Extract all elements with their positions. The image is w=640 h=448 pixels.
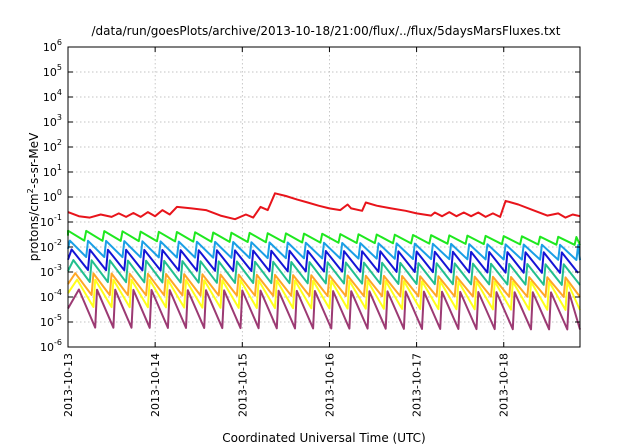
y-tick-base: 10 (43, 191, 57, 204)
y-tick-label: 101 (43, 163, 62, 179)
y-tick-exp: -6 (54, 338, 62, 347)
y-tick-label: 100 (43, 188, 62, 204)
x-tick-label: 2013-10-16 (323, 353, 336, 417)
y-tick-exp: -3 (54, 263, 62, 272)
y-tick-base: 10 (43, 166, 57, 179)
y-tick-label: 10-4 (40, 288, 62, 304)
y-tick-exp: 6 (57, 38, 62, 47)
y-tick-exp: -5 (54, 313, 62, 322)
x-axis-label: Coordinated Universal Time (UTC) (222, 431, 425, 445)
y-tick-label: 10-2 (40, 238, 62, 254)
y-tick-base: 10 (40, 341, 54, 354)
flux-series-line (67, 248, 579, 274)
y-tick-label: 105 (43, 63, 62, 79)
x-tick-label: 2013-10-17 (411, 353, 424, 417)
y-tick-label: 103 (43, 113, 62, 129)
y-tick-label: 10-6 (40, 338, 62, 354)
ticks: 10-610-510-410-310-210-11001011021031041… (40, 38, 580, 417)
y-tick-exp: 1 (57, 163, 62, 172)
y-tick-label: 10-1 (40, 213, 62, 229)
y-tick-base: 10 (43, 41, 57, 54)
y-tick-label: 106 (43, 38, 62, 54)
y-axis-label-sup: 2 (26, 188, 35, 193)
y-tick-label: 10-3 (40, 263, 62, 279)
y-tick-base: 10 (43, 91, 57, 104)
y-tick-exp: 4 (57, 88, 62, 97)
y-axis-label-suffix: -s-sr-MeV (27, 132, 41, 188)
y-tick-base: 10 (40, 291, 54, 304)
flux-series-line (67, 278, 581, 311)
x-tick-label: 2013-10-15 (236, 353, 249, 417)
y-tick-base: 10 (40, 241, 54, 254)
y-tick-base: 10 (40, 266, 54, 279)
x-tick-label: 2013-10-18 (498, 353, 511, 417)
flux-series-line (67, 272, 581, 298)
x-tick-label: 2013-10-14 (149, 353, 162, 417)
y-tick-base: 10 (43, 66, 57, 79)
y-tick-exp: 5 (57, 63, 62, 72)
y-tick-base: 10 (43, 116, 57, 129)
y-tick-exp: 2 (57, 138, 62, 147)
y-axis-label-prefix: protons/cm (27, 193, 41, 261)
y-tick-exp: -2 (54, 238, 62, 247)
y-tick-exp: -4 (54, 288, 62, 297)
y-tick-label: 10-5 (40, 313, 62, 329)
series-group (67, 192, 581, 331)
y-tick-exp: 0 (57, 188, 62, 197)
flux-series-line (67, 229, 581, 246)
flux-series-line (67, 259, 581, 286)
y-tick-base: 10 (40, 316, 54, 329)
flux-series-line (67, 288, 581, 331)
chart-title: /data/run/goesPlots/archive/2013-10-18/2… (92, 24, 561, 38)
y-tick-exp: -1 (54, 213, 62, 222)
y-tick-exp: 3 (57, 113, 62, 122)
x-tick-label: 2013-10-13 (62, 353, 75, 417)
flux-series-line (67, 192, 581, 221)
y-tick-base: 10 (40, 216, 54, 229)
y-tick-label: 102 (43, 138, 62, 154)
y-axis-label: protons/cm2-s-sr-MeV (26, 132, 41, 261)
flux-series-line (67, 239, 581, 261)
y-tick-base: 10 (43, 141, 57, 154)
y-tick-label: 104 (43, 88, 62, 104)
